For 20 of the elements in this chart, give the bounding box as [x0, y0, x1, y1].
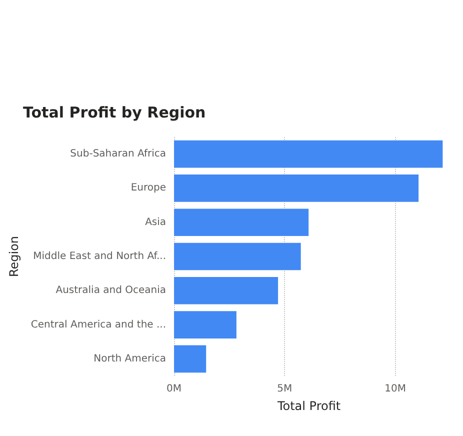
y-tick-label: Middle East and North Af...: [33, 251, 166, 262]
bar: [174, 140, 443, 168]
y-tick-label: Asia: [145, 216, 166, 228]
y-axis-title: Region: [7, 236, 21, 278]
y-tick-label: Sub-Saharan Africa: [70, 148, 166, 160]
bar: [174, 276, 278, 304]
chart-title: Total Profit by Region: [23, 104, 206, 122]
x-tick-label: 5M: [277, 384, 292, 394]
x-tick-label: 10M: [384, 384, 406, 394]
y-tick-label: North America: [94, 353, 166, 364]
y-tick-label: Australia and Oceania: [56, 285, 166, 296]
bar: [174, 311, 236, 338]
x-axis-title: Total Profit: [276, 399, 341, 413]
y-tick-label: Central America and the ...: [30, 319, 166, 330]
bar: [174, 242, 301, 270]
x-tick-label: 0M: [166, 384, 182, 394]
y-tick-label: Europe: [130, 182, 166, 194]
bar: [174, 174, 419, 202]
bar: [174, 345, 206, 373]
bar: [174, 208, 309, 236]
